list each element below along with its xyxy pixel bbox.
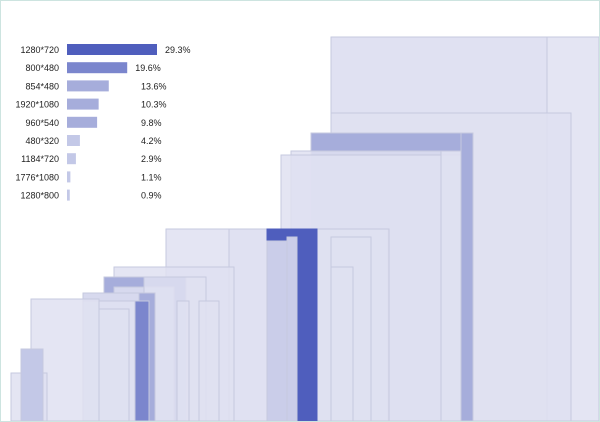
legend-category-label: 960*540 bbox=[25, 118, 59, 128]
resolution-rect-22 bbox=[198, 300, 220, 421]
legend-category-label: 1280*800 bbox=[20, 191, 59, 201]
legend-bar bbox=[67, 98, 99, 110]
legend-category-label: 1280*720 bbox=[20, 45, 59, 55]
legend-value-label: 13.6% bbox=[141, 81, 167, 91]
legend-value-label: 1.1% bbox=[141, 172, 162, 182]
legend-category-label: 1920*1080 bbox=[15, 100, 59, 110]
legend-value-label: 10.3% bbox=[141, 100, 167, 110]
resolution-rect-27 bbox=[286, 236, 298, 421]
legend-bar bbox=[67, 171, 71, 183]
legend-value-label: 4.2% bbox=[141, 136, 162, 146]
legend-bar bbox=[67, 153, 76, 165]
legend-category-label: 800*480 bbox=[25, 63, 59, 73]
legend-value-label: 29.3% bbox=[165, 45, 191, 55]
legend-bar bbox=[67, 189, 70, 201]
legend-category-label: 480*320 bbox=[25, 136, 59, 146]
legend: 1280*720 29.3% 800*480 19.6% 854*480 13.6% 192… bbox=[15, 44, 191, 201]
legend-value-label: 2.9% bbox=[141, 154, 162, 164]
resolution-rect-28 bbox=[300, 236, 316, 421]
resolution-rect-29 bbox=[176, 300, 190, 421]
legend-bar bbox=[67, 44, 157, 55]
legend-bar bbox=[67, 80, 109, 92]
resolution-rect-11 bbox=[330, 266, 354, 421]
resolution-rect-19 bbox=[134, 300, 150, 421]
legend-bar bbox=[67, 116, 98, 128]
resolution-rect-layer bbox=[10, 36, 599, 421]
legend-bar bbox=[67, 135, 80, 146]
legend-category-label: 1184*720 bbox=[21, 154, 59, 164]
legend-value-label: 19.6% bbox=[135, 63, 161, 73]
legend-category-label: 854*480 bbox=[25, 81, 59, 91]
legend-bar bbox=[67, 62, 128, 74]
legend-category-label: 1776*1080 bbox=[15, 172, 59, 182]
resolution-rect-21 bbox=[98, 308, 130, 421]
resolution-rect-30 bbox=[460, 132, 474, 421]
resolution-rect-26 bbox=[20, 348, 44, 421]
resolution-rect-31 bbox=[440, 150, 462, 421]
resolution-rect-9 bbox=[266, 240, 288, 421]
legend-value-label: 9.8% bbox=[141, 118, 162, 128]
legend-value-label: 0.9% bbox=[141, 191, 162, 201]
